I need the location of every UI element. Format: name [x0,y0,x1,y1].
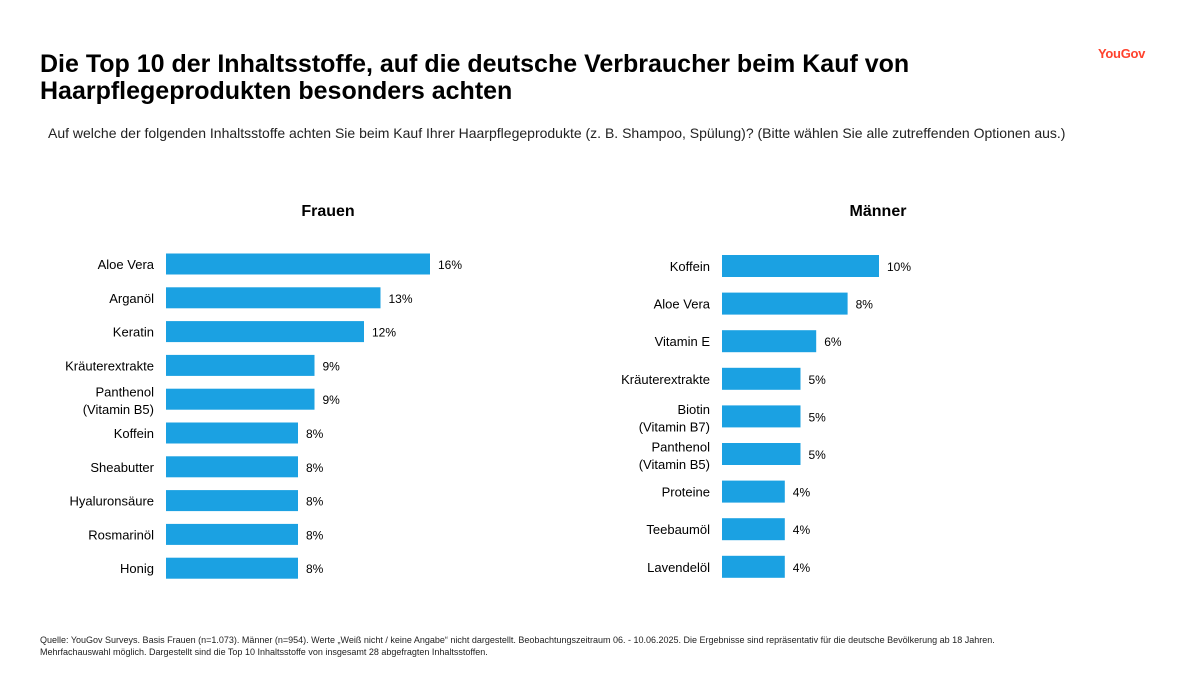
frauen-value-label: 16% [438,258,462,272]
frauen-bar [166,287,381,309]
maenner-value-label: 10% [887,260,911,274]
footnote-line-1: Quelle: YouGov Surveys. Basis Frauen (n=… [40,635,995,645]
chart-title-maenner: Männer [849,203,907,220]
frauen-category-label: Kräuterextrakte [65,358,154,373]
frauen-bar [166,354,315,376]
frauen-bar [166,523,298,545]
frauen-category-label: Honig [120,561,154,576]
maenner-value-label: 4% [793,486,811,500]
frauen-category-label: Sheabutter [90,460,154,475]
maenner-category-label: Lavendelöl [647,560,710,575]
maenner-category-label: Proteine [662,485,710,500]
maenner-bar [722,480,785,503]
frauen-category-label: Aloe Vera [98,257,155,272]
maenner-value-label: 6% [824,335,842,349]
page-title: Die Top 10 der Inhaltsstoffe, auf die de… [40,50,910,105]
maenner-category-label: Koffein [670,259,710,274]
frauen-value-label: 9% [323,359,341,373]
maenner-category-label: Vitamin E [655,334,711,349]
yougov-logo: YouGov [1098,46,1146,61]
frauen-value-label: 8% [306,461,324,475]
maenner-value-label: 4% [793,523,811,537]
frauen-value-label: 8% [306,495,324,509]
maenner-category-label: Teebaumöl [646,522,710,537]
frauen-value-label: 8% [306,562,324,576]
frauen-value-label: 8% [306,427,324,441]
survey-question: Auf welche der folgenden Inhaltsstoffe a… [48,125,1066,141]
chart-title-frauen: Frauen [301,203,355,220]
maenner-bar [722,405,801,428]
frauen-bar [166,388,315,410]
frauen-value-label: 12% [372,326,396,340]
frauen-bar [166,321,364,343]
frauen-category-label: Rosmarinöl [88,527,154,542]
maenner-value-label: 5% [809,373,827,387]
frauen-value-label: 13% [389,292,413,306]
frauen-bar [166,253,430,275]
maenner-bar [722,555,785,578]
frauen-category-label: Arganöl [109,291,154,306]
maenner-value-label: 5% [809,410,827,424]
maenner-bar [722,330,817,353]
maenner-bar [722,518,785,541]
maenner-bar [722,443,801,465]
frauen-category-label: Keratin [113,325,154,340]
maenner-category-label: Panthenol (Vitamin B5) [639,440,710,473]
frauen-bar [166,456,298,478]
frauen-category-label: Koffein [114,426,154,441]
source-footnote: Quelle: YouGov Surveys. Basis Frauen (n=… [40,634,1160,658]
maenner-bar [722,292,848,315]
frauen-value-label: 8% [306,528,324,542]
maenner-category-label: Biotin (Vitamin B7) [639,402,710,435]
maenner-category-label: Aloe Vera [654,297,711,312]
maenner-value-label: 8% [856,298,874,312]
maenner-category-label: Kräuterextrakte [621,372,710,387]
maenner-bar [722,367,801,390]
frauen-bar [166,490,298,512]
frauen-category-label: Panthenol (Vitamin B5) [83,385,154,418]
footnote-line-2: Mehrfachauswahl möglich. Dargestellt sin… [40,647,488,657]
maenner-value-label: 4% [793,561,811,575]
maenner-value-label: 5% [809,448,827,462]
maenner-bar [722,255,879,277]
frauen-bar [166,557,298,579]
frauen-bar [166,422,298,444]
frauen-value-label: 9% [323,393,341,407]
frauen-category-label: Hyaluronsäure [69,494,154,509]
